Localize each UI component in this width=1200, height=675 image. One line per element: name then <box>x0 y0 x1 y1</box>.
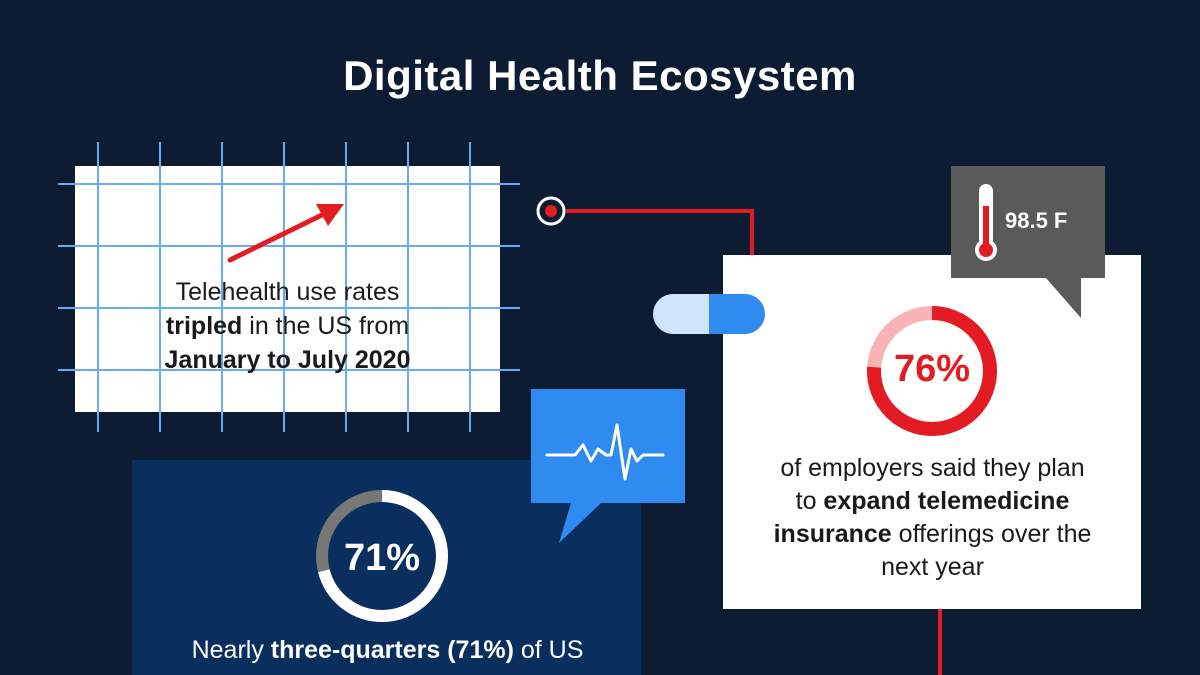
telehealth-bold-tripled: tripled <box>165 312 243 340</box>
telehealth-line2: in the US from <box>242 312 410 340</box>
consumers-rest: of US <box>513 636 584 664</box>
connector-node-icon <box>536 196 566 226</box>
thermometer-box-graphic <box>975 184 1081 318</box>
heartbeat-icon <box>545 423 665 481</box>
trend-arrow-icon <box>227 204 344 263</box>
telehealth-stat-text: Telehealth use rates tripled in the US f… <box>75 275 500 377</box>
heartbeat-bubble <box>531 389 685 543</box>
employers-stat-text: of employers said they plan to expand te… <box>735 452 1130 584</box>
thermometer-icon <box>975 184 997 261</box>
employers-line3-rest: offerings over the <box>891 520 1092 548</box>
employers-bold-insurance: insurance <box>773 520 892 548</box>
employers-ring-chart <box>867 306 997 436</box>
consumers-stat-text: Nearly three-quarters (71%) of US <box>140 634 635 667</box>
employers-line1: of employers said they plan <box>780 454 1085 482</box>
consumers-ring-progress <box>316 490 448 622</box>
page-title: Digital Health Ecosystem <box>343 52 857 99</box>
telehealth-bold-period: January to July 2020 <box>164 346 411 374</box>
consumers-pre: Nearly <box>191 636 271 664</box>
employers-ring-progress <box>867 306 997 436</box>
pill-icon <box>653 294 765 334</box>
consumers-bold: three-quarters (71%) <box>270 636 514 664</box>
thermometer-box <box>951 166 1105 278</box>
employers-line4: next year <box>881 553 984 581</box>
employers-line2-pre: to <box>795 487 824 515</box>
temperature-reading: 98.5 F <box>1005 208 1068 233</box>
telehealth-grid-card <box>58 142 520 432</box>
telehealth-line1: Telehealth use rates <box>175 278 400 306</box>
consumers-ring-chart <box>316 490 448 622</box>
consumers-percent: 71% <box>343 537 421 579</box>
employers-bold-expand: expand telemedicine <box>823 487 1070 515</box>
employers-percent: 76% <box>893 348 971 390</box>
